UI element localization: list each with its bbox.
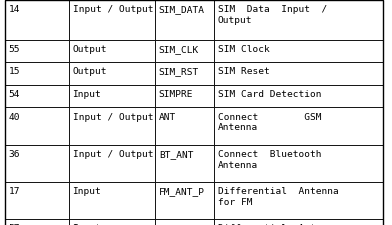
Bar (214, 40, 383, 63)
Text: SIM_CLK: SIM_CLK (159, 45, 199, 54)
Bar (69, 108, 155, 145)
Bar (155, 1, 214, 40)
Text: 17: 17 (9, 186, 20, 195)
Bar (5, 219, 69, 225)
Bar (155, 182, 214, 219)
Text: SIM Clock: SIM Clock (218, 45, 269, 54)
Bar (69, 145, 155, 182)
Text: 57: 57 (9, 223, 20, 225)
Text: 54: 54 (9, 90, 20, 99)
Text: Output: Output (73, 45, 107, 54)
Text: SIM_RST: SIM_RST (159, 67, 199, 76)
Text: BT_ANT: BT_ANT (159, 149, 193, 158)
Bar (69, 86, 155, 108)
Text: SIM Reset: SIM Reset (218, 67, 269, 76)
Bar (5, 63, 69, 86)
Text: 55: 55 (9, 45, 20, 54)
Text: 40: 40 (9, 112, 20, 121)
Text: Input: Input (73, 186, 101, 195)
Bar (5, 145, 69, 182)
Text: Differential  Antenna
for FM: Differential Antenna for FM (218, 223, 338, 225)
Text: FM_ANT_N: FM_ANT_N (159, 223, 205, 225)
Bar (214, 182, 383, 219)
Bar (155, 108, 214, 145)
Bar (5, 40, 69, 63)
Text: 15: 15 (9, 67, 20, 76)
Bar (5, 86, 69, 108)
Text: 36: 36 (9, 149, 20, 158)
Bar (214, 86, 383, 108)
Bar (214, 108, 383, 145)
Text: SIM Card Detection: SIM Card Detection (218, 90, 321, 99)
Bar (214, 219, 383, 225)
Text: 14: 14 (9, 5, 20, 14)
Bar (5, 1, 69, 40)
Bar (69, 1, 155, 40)
Text: SIM  Data  Input  /
Output: SIM Data Input / Output (218, 5, 327, 25)
Bar (5, 182, 69, 219)
Bar (155, 145, 214, 182)
Text: Differential  Antenna
for FM: Differential Antenna for FM (218, 186, 338, 206)
Text: Connect  Bluetooth
Antenna: Connect Bluetooth Antenna (218, 149, 321, 169)
Text: Input / Output: Input / Output (73, 112, 153, 121)
Text: Connect        GSM
Antenna: Connect GSM Antenna (218, 112, 321, 132)
Text: SIMPRE: SIMPRE (159, 90, 193, 99)
Bar (214, 145, 383, 182)
Text: FM_ANT_P: FM_ANT_P (159, 186, 205, 195)
Text: Input / Output: Input / Output (73, 5, 153, 14)
Text: SIM_DATA: SIM_DATA (159, 5, 205, 14)
Bar (69, 219, 155, 225)
Text: Input / Output: Input / Output (73, 149, 153, 158)
Text: Output: Output (73, 67, 107, 76)
Bar (69, 63, 155, 86)
Bar (69, 40, 155, 63)
Text: Input: Input (73, 90, 101, 99)
Text: ANT: ANT (159, 112, 176, 121)
Text: Input: Input (73, 223, 101, 225)
Bar (5, 108, 69, 145)
Bar (69, 182, 155, 219)
Bar (214, 63, 383, 86)
Bar (155, 86, 214, 108)
Bar (155, 40, 214, 63)
Bar (214, 1, 383, 40)
Bar (155, 63, 214, 86)
Bar (155, 219, 214, 225)
